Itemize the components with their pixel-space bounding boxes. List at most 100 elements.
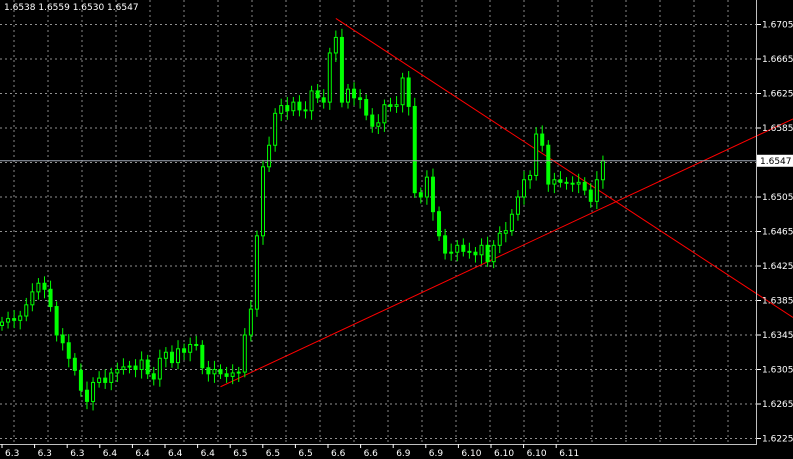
current-price-text: 1.6547 xyxy=(760,157,792,167)
candle xyxy=(485,236,490,267)
trendline-resistance[interactable] xyxy=(335,18,793,318)
candle-body xyxy=(400,77,405,106)
candle-body xyxy=(78,369,83,391)
candle-body xyxy=(333,36,338,54)
candle-body xyxy=(582,181,587,191)
time-tick-label: 6.3 xyxy=(70,449,84,459)
candlestick-series xyxy=(0,28,605,411)
candle-body xyxy=(224,373,229,377)
price-tick-label: 1.6385 xyxy=(762,297,793,307)
candle xyxy=(66,334,71,368)
candle xyxy=(528,170,533,189)
candle xyxy=(145,354,150,379)
candle xyxy=(503,222,508,243)
candle-body xyxy=(594,179,599,202)
candle xyxy=(176,340,181,370)
candle xyxy=(12,309,17,329)
candle xyxy=(394,96,399,113)
candle xyxy=(406,71,411,116)
candle-body xyxy=(315,90,320,99)
candle-body xyxy=(430,176,435,213)
candle-body xyxy=(491,244,496,263)
time-tick-label: 6.4 xyxy=(135,449,150,459)
candle-body xyxy=(169,351,174,364)
candle-body xyxy=(424,176,429,198)
candle xyxy=(78,363,83,397)
candle xyxy=(36,278,41,300)
price-tick-label: 1.6625 xyxy=(762,90,793,100)
price-tick-label: 1.6665 xyxy=(762,55,793,65)
candle xyxy=(382,99,387,132)
candle xyxy=(151,366,156,386)
time-tick-label: 6.5 xyxy=(298,449,312,459)
candle xyxy=(18,310,23,330)
trendline-support[interactable] xyxy=(220,118,793,388)
candle-body xyxy=(576,181,581,185)
candle-body xyxy=(212,369,217,375)
candle-body xyxy=(279,105,284,114)
candle xyxy=(582,177,587,196)
candle-body xyxy=(303,109,308,112)
candle xyxy=(345,84,350,109)
candle-body xyxy=(364,99,369,116)
candle xyxy=(54,301,59,342)
candle-body xyxy=(570,182,575,185)
candle xyxy=(261,159,266,245)
ohlc-readout: 1.6538 1.6559 1.6530 1.6547 xyxy=(4,3,139,13)
candle-body xyxy=(297,101,302,111)
candle-body xyxy=(18,315,23,321)
candle-body xyxy=(24,304,29,317)
candle-body xyxy=(352,88,357,99)
candle xyxy=(352,82,357,106)
candle-body xyxy=(254,235,259,310)
candle-body xyxy=(200,344,205,369)
price-tick-label: 1.6225 xyxy=(762,435,793,445)
candle xyxy=(103,369,108,389)
candle-body xyxy=(370,114,375,127)
candle-body xyxy=(382,104,387,124)
candle xyxy=(194,335,199,351)
candle xyxy=(449,243,454,261)
candle-body xyxy=(327,52,332,103)
candle xyxy=(0,316,4,331)
candle xyxy=(437,206,442,241)
time-tick-label: 6.11 xyxy=(559,449,579,459)
candle-body xyxy=(285,105,290,112)
candle xyxy=(212,360,217,383)
candle xyxy=(182,343,187,361)
price-tick-label: 1.6345 xyxy=(762,331,793,341)
candle-body xyxy=(194,343,199,346)
candle xyxy=(509,209,514,236)
candle xyxy=(424,170,429,205)
time-tick-label: 6.9 xyxy=(429,449,444,459)
candle-body xyxy=(230,372,235,377)
candle xyxy=(200,340,205,375)
candle-body xyxy=(36,282,41,293)
candle-body xyxy=(473,251,478,256)
candle xyxy=(588,183,593,208)
current-price-label: 1.6547 xyxy=(757,154,793,167)
candle xyxy=(522,171,527,205)
plot-area[interactable] xyxy=(0,0,757,444)
candle xyxy=(570,176,575,192)
candle xyxy=(364,94,369,121)
candle-body xyxy=(6,318,11,323)
price-tick-label: 1.6585 xyxy=(762,124,793,134)
candle-body xyxy=(479,244,484,256)
candle xyxy=(242,328,247,378)
price-tick-label: 1.6425 xyxy=(762,262,793,272)
candle xyxy=(163,347,168,368)
candle xyxy=(546,140,551,192)
candle-body xyxy=(437,211,442,237)
candle-body xyxy=(66,342,71,359)
candle-body xyxy=(345,88,350,103)
time-tick-label: 6.9 xyxy=(396,449,411,459)
candle xyxy=(84,381,89,410)
time-axis: 6.3 6.3 6.3 6.4 6.4 6.4 6.4 6.5 6.5 6.5 6.6 6.6 6.9 6… xyxy=(1,444,579,459)
candle-body xyxy=(261,166,266,237)
time-tick-label: 6.4 xyxy=(201,449,216,459)
time-tick-label: 6.5 xyxy=(266,449,280,459)
candle xyxy=(248,300,253,342)
candle-body xyxy=(242,334,247,373)
